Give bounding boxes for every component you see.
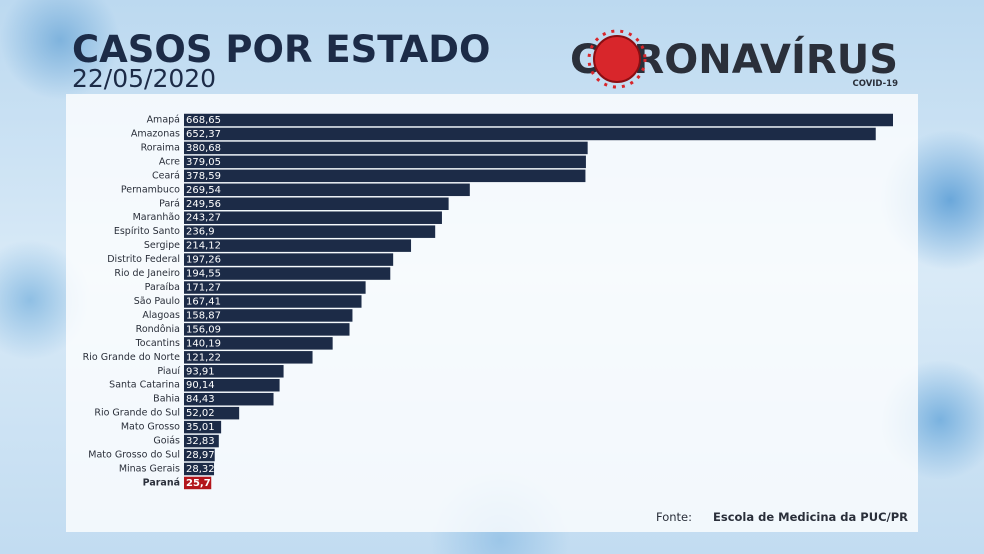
value-label: 25,7: [186, 478, 211, 489]
category-label: Rondônia: [136, 324, 180, 335]
bar: [184, 211, 442, 224]
bar: [184, 420, 222, 434]
bar: [184, 365, 284, 378]
category-label: Minas Gerais: [119, 464, 180, 475]
category-label: Alagoas: [142, 310, 180, 321]
bar: [184, 392, 274, 406]
category-label: Paraíba: [145, 282, 180, 293]
category-label: Roraima: [141, 142, 180, 153]
brand-subtitle: COVID-19: [852, 79, 898, 89]
value-label: 32,83: [186, 436, 215, 447]
value-label: 167,41: [186, 296, 221, 307]
value-label: 84,43: [186, 394, 215, 405]
value-label: 197,26: [186, 255, 221, 266]
bar: [184, 197, 449, 211]
category-label: Pernambuco: [121, 184, 180, 195]
category-label: Bahia: [153, 394, 180, 405]
value-label: 379,05: [186, 157, 221, 168]
bar: [184, 169, 586, 183]
bar: [184, 476, 212, 490]
bar: [184, 155, 586, 169]
value-label: 121,22: [186, 352, 221, 363]
bar: [184, 406, 240, 420]
bar: [184, 225, 436, 238]
value-label: 249,56: [186, 199, 221, 210]
bar: [184, 337, 333, 350]
value-label: 243,27: [186, 213, 221, 224]
value-label: 156,09: [186, 324, 221, 335]
bar: [184, 448, 215, 462]
chart-subtitle: 22/05/2020: [72, 64, 216, 93]
category-label: Piauí: [157, 366, 180, 377]
category-label: Sergipe: [144, 240, 180, 251]
category-label: Ceará: [152, 170, 180, 181]
bar: [184, 434, 219, 448]
bar: [184, 309, 353, 322]
category-label: Tocantins: [135, 338, 180, 349]
category-label: Distrito Federal: [107, 254, 180, 265]
value-label: 52,02: [186, 408, 215, 419]
value-label: 378,59: [186, 171, 221, 182]
category-label: Amapá: [147, 115, 180, 126]
category-label: Espírito Santo: [114, 226, 180, 237]
category-label: Rio Grande do Sul: [94, 408, 180, 419]
value-label: 668,65: [186, 115, 221, 126]
category-label: Rio de Janeiro: [114, 268, 180, 279]
value-label: 158,87: [186, 310, 221, 321]
value-label: 214,12: [186, 241, 221, 252]
virus-icon: [587, 29, 647, 89]
bar: [184, 378, 280, 392]
value-label: 380,68: [186, 143, 221, 154]
value-label: 90,14: [186, 380, 215, 391]
bar: [184, 267, 391, 280]
value-label: 35,01: [186, 422, 215, 433]
bar: [184, 127, 876, 141]
value-label: 28,97: [186, 450, 215, 461]
category-label: Acre: [159, 156, 180, 167]
category-label: Maranhão: [133, 212, 181, 223]
value-label: 171,27: [186, 283, 221, 294]
bar: [184, 462, 215, 476]
category-label: Santa Catarina: [109, 380, 180, 391]
category-label: Pará: [159, 198, 180, 209]
value-label: 652,37: [186, 129, 221, 140]
value-label: 194,55: [186, 269, 221, 280]
source-label: Fonte:: [656, 510, 692, 524]
value-label: 236,9: [186, 227, 215, 238]
bar: [184, 295, 362, 308]
bar: [184, 113, 893, 127]
bar: [184, 323, 350, 336]
category-label: Paraná: [143, 477, 180, 488]
source: Escola de Medicina da PUC/PR: [713, 510, 908, 524]
category-label: Amazonas: [131, 128, 180, 139]
category-label: Goiás: [153, 436, 180, 447]
bar: [184, 141, 588, 155]
category-label: Mato Grosso: [121, 422, 180, 433]
bar: [184, 281, 366, 294]
bar: [184, 351, 313, 364]
value-label: 140,19: [186, 338, 221, 349]
bar: [184, 183, 470, 197]
bar: [184, 253, 394, 266]
chart-title: CASOS POR ESTADO: [72, 28, 490, 71]
category-label: Rio Grande do Norte: [83, 352, 180, 363]
value-label: 28,32: [186, 464, 215, 475]
category-label: São Paulo: [134, 296, 180, 307]
category-label: Mato Grosso do Sul: [88, 450, 180, 461]
bar: [184, 239, 412, 252]
value-label: 269,54: [186, 185, 221, 196]
value-label: 93,91: [186, 366, 215, 377]
